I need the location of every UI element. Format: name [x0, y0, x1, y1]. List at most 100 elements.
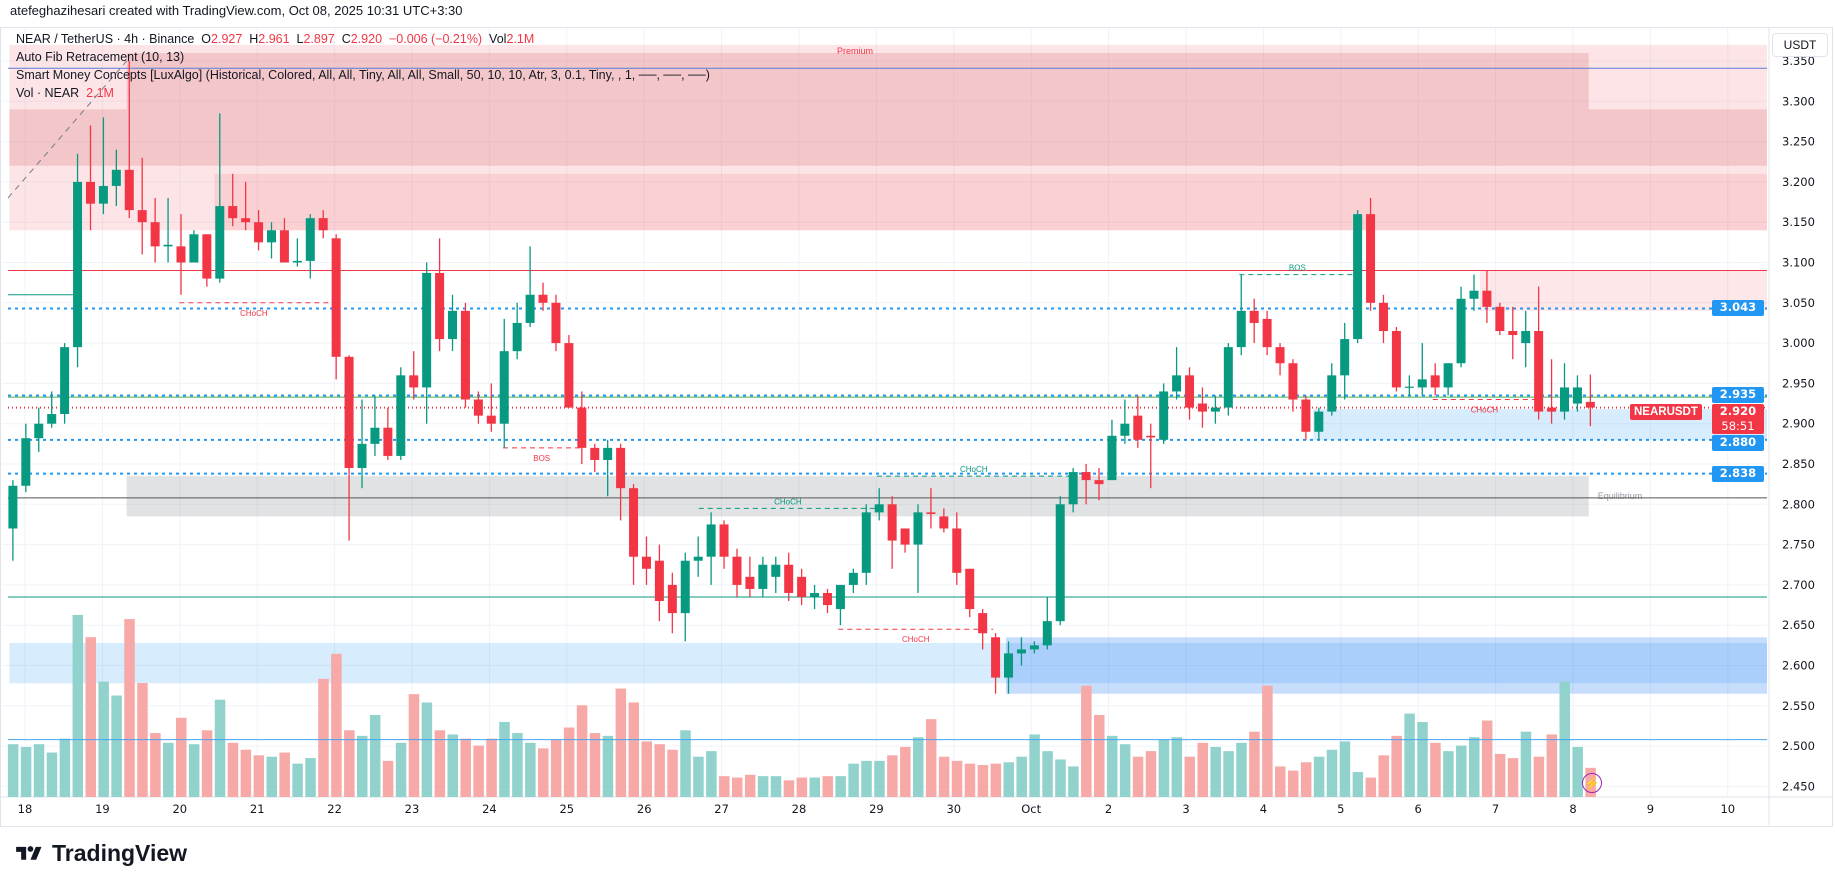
price-tag: 2.935 [1712, 387, 1764, 403]
volume-bar [369, 714, 381, 797]
bullish-candle [21, 438, 31, 486]
date-tick-label: 21 [250, 802, 265, 816]
volume-bar [1313, 756, 1325, 797]
volume-bar [395, 742, 407, 797]
legend-symbol[interactable]: NEAR / TetherUS · 4h · Binance [16, 32, 195, 46]
bearish-candle [1508, 331, 1518, 336]
price-tag-value: 2.880 [1719, 435, 1757, 449]
volume-bar [175, 717, 187, 797]
price-tick-label: 2.850 [1782, 457, 1815, 471]
bullish-candle [422, 272, 432, 388]
volume-bar [1391, 735, 1402, 797]
volume-bar [938, 756, 950, 797]
volume-bar [964, 763, 976, 797]
bearish-candle [797, 576, 807, 597]
legend-volume[interactable]: Vol · NEAR 2.1M [16, 85, 114, 101]
bearish-candle [383, 427, 393, 456]
volume-bar [150, 733, 161, 797]
bearish-candle [538, 294, 548, 303]
volume-bar [434, 730, 446, 797]
volume-bar [1494, 753, 1506, 797]
price-tick-label: 2.650 [1782, 618, 1815, 632]
volume-bar [1197, 742, 1208, 797]
price-tag: 2.880 [1712, 435, 1764, 451]
low-value: 2.897 [303, 32, 335, 46]
bullish-candle [1469, 290, 1479, 299]
volume-bar [1158, 740, 1170, 797]
bullish-candle [267, 230, 276, 243]
volume-bar [1119, 744, 1131, 797]
bullish-candle [189, 234, 199, 263]
volume-bar [1262, 685, 1273, 797]
price-tag-value: 2.920 [1719, 404, 1757, 418]
bearish-candle [965, 568, 975, 610]
volume-bar [201, 730, 213, 797]
premium-label: Premium [837, 46, 873, 56]
bullish-candle [706, 524, 716, 557]
price-tag: 2.838 [1712, 466, 1764, 482]
bearish-candle [137, 210, 147, 223]
equilibrium-zone [126, 476, 1589, 517]
volume-bar [654, 744, 665, 797]
bearish-candle [254, 222, 264, 243]
chart-frame [0, 27, 1833, 827]
bearish-candle [202, 234, 212, 279]
volume-bar [253, 755, 265, 797]
bullish-candle [603, 447, 613, 460]
volume-bar [563, 727, 575, 797]
volume-bar [1081, 685, 1092, 797]
bullish-candle [512, 322, 522, 352]
volume-bar [1094, 714, 1105, 797]
bullish-candle [1572, 387, 1582, 404]
bearish-candle [616, 447, 626, 489]
bullish-candle [305, 218, 315, 261]
bullish-candle [1340, 339, 1350, 376]
bearish-candle [1378, 302, 1388, 332]
structure-label: CHoCH [240, 309, 268, 318]
bullish-candle [1210, 407, 1220, 412]
lightning-icon[interactable]: ⚡ [1582, 773, 1602, 793]
volume-bar [951, 760, 963, 797]
volume-bar [1223, 751, 1234, 797]
currency-button[interactable]: USDT [1772, 33, 1828, 57]
structure-label: BOS [533, 454, 550, 463]
bullish-candle [60, 347, 70, 415]
volume-bar [473, 745, 484, 797]
volume-bar [1184, 756, 1196, 797]
volume-bar [240, 749, 252, 797]
volume-bar [680, 730, 691, 797]
bearish-candle [1430, 375, 1440, 388]
date-tick-label: 28 [792, 802, 807, 816]
bearish-candle [1197, 403, 1207, 412]
bullish-candle [913, 512, 923, 545]
brand-name: TradingView [52, 840, 188, 866]
bullish-candle [1120, 423, 1130, 436]
volume-bar [861, 760, 872, 797]
volume-bar [1365, 777, 1377, 797]
bearish-candle [241, 218, 251, 223]
bearish-candle [641, 556, 651, 569]
volume-bar [1236, 742, 1247, 797]
bullish-candle [1353, 214, 1363, 340]
bearish-candle [1585, 401, 1595, 408]
bearish-candle [887, 504, 897, 541]
volume-bar [111, 695, 122, 797]
bearish-candle [978, 613, 988, 634]
volume-bar [1132, 756, 1144, 797]
volume-bar [770, 776, 782, 797]
bearish-candle [1275, 347, 1285, 364]
structure-marks: CHoCH BOS CHoCH CHoCH CHoCH BOS CHoCH [179, 264, 1536, 644]
structure-label: CHoCH [902, 635, 930, 644]
bearish-candle [1391, 331, 1401, 388]
legend-smc[interactable]: Smart Money Concepts [LuxAlgo] (Historic… [16, 68, 710, 82]
price-tag-value: 2.935 [1719, 387, 1757, 401]
legend-fib[interactable]: Auto Fib Retracement (10, 13) [16, 50, 185, 64]
volume-bar [693, 756, 704, 797]
demand-zone [1006, 637, 1767, 694]
current-price-tag: 2.920 58:51 [1712, 404, 1764, 434]
bearish-candle [577, 407, 587, 448]
volume-bar [72, 614, 84, 797]
tradingview-logo[interactable]: TradingView [12, 840, 187, 867]
bearish-candle [654, 560, 664, 602]
